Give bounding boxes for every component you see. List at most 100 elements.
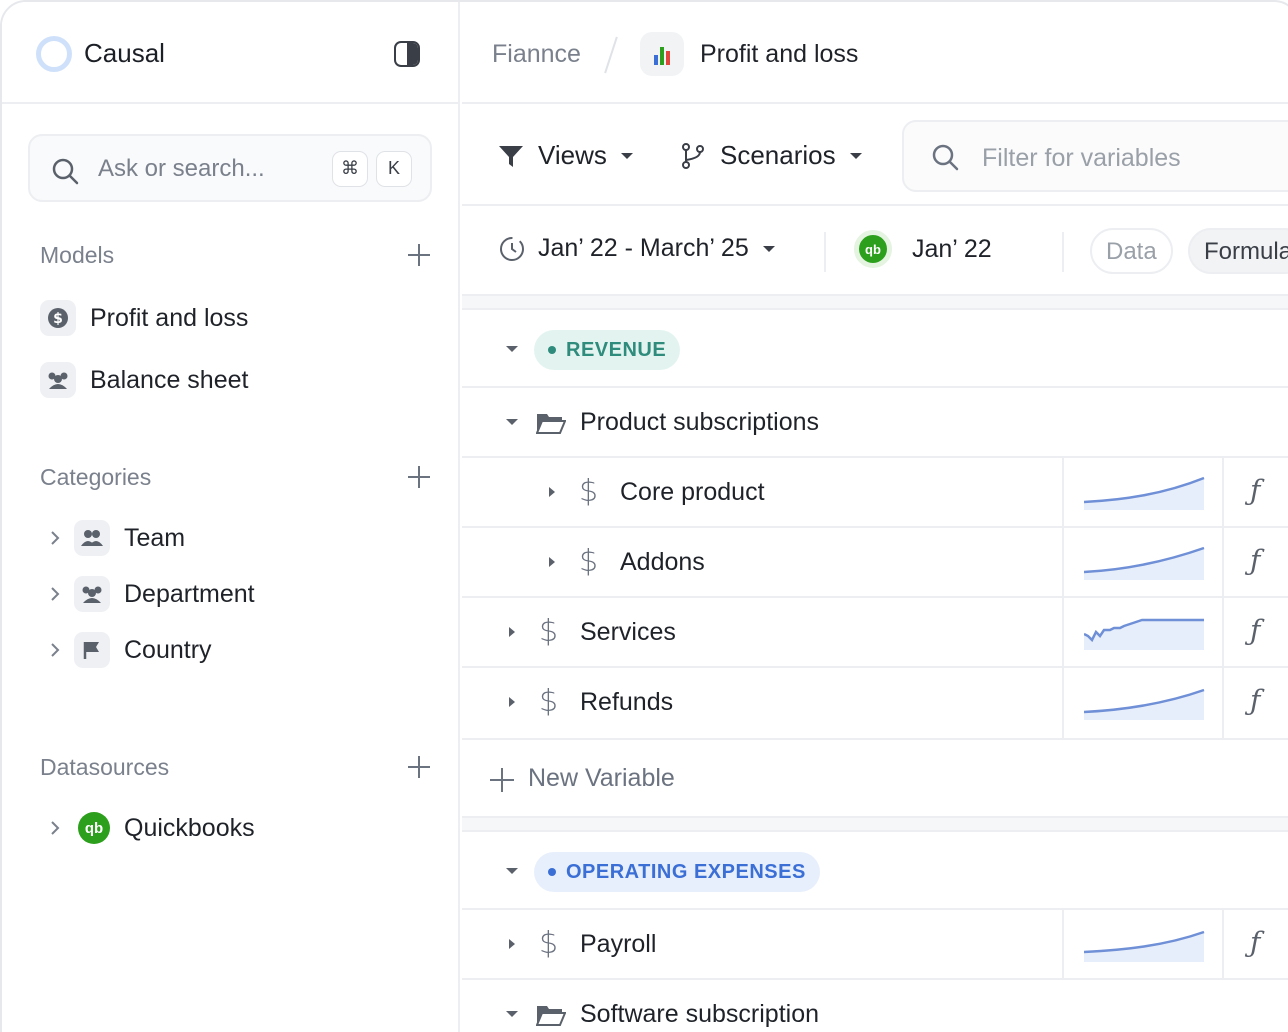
caret-down-icon[interactable] [506, 868, 518, 874]
divider [824, 232, 826, 272]
brand-name: Causal [84, 38, 165, 68]
plus-icon [490, 768, 514, 792]
flag-icon [74, 632, 110, 668]
sidebar-item-profit-and-loss[interactable]: $ Profit and loss [40, 296, 248, 340]
causal-logo-icon [36, 36, 72, 72]
formula-toggle-pill[interactable]: Formula [1188, 228, 1288, 274]
group-row-revenue[interactable]: REVENUE [462, 312, 1288, 388]
sidebar-item-label: Country [124, 635, 212, 664]
variable-row-core-product[interactable]: $ Core product ƒ [462, 458, 1288, 528]
sidebar-item-label: Quickbooks [124, 813, 255, 842]
chevron-right-icon[interactable] [48, 587, 62, 601]
sidebar-item-label: Balance sheet [90, 365, 249, 394]
formula-icon[interactable]: ƒ [1250, 614, 1261, 647]
caret-right-icon[interactable] [509, 627, 515, 637]
row-label: Product subscriptions [580, 408, 820, 436]
chevron-right-icon[interactable] [48, 531, 62, 545]
sidebar-item-country[interactable]: Country [74, 628, 212, 672]
row-label: Core product [620, 478, 765, 506]
variable-row-refunds[interactable]: $ Refunds ƒ [462, 668, 1288, 740]
sparkline-cell [1062, 458, 1224, 526]
clock-history-icon [500, 236, 524, 261]
models-heading: Models [40, 242, 115, 268]
dollar-icon: $ [539, 614, 559, 649]
date-range-picker[interactable]: Jan’ 22 - March’ 25 [498, 234, 775, 263]
row-label: Software subscription [580, 1000, 820, 1028]
brand-header: Causal [2, 2, 458, 104]
sidebar-item-department[interactable]: Department [74, 572, 255, 616]
row-label: Refunds [580, 688, 674, 716]
datasources-heading: Datasources [40, 754, 170, 780]
caret-down-icon[interactable] [506, 419, 518, 425]
dollar-icon: $ [40, 300, 76, 336]
categories-heading: Categories [40, 464, 152, 490]
sidebar-item-label: Profit and loss [90, 303, 249, 332]
caret-down-icon[interactable] [506, 1011, 518, 1017]
caret-right-icon[interactable] [549, 487, 555, 497]
filter-funnel-icon [499, 145, 523, 167]
section-separator [462, 818, 1288, 832]
sparkline-cell [1062, 528, 1224, 596]
sparkline-chart [1084, 546, 1205, 580]
actuals-date[interactable]: qb Jan’ 22 [854, 230, 992, 268]
search-icon [932, 144, 959, 171]
scenarios-button[interactable]: Scenarios [680, 140, 862, 171]
sidebar-item-team[interactable]: Team [74, 516, 185, 560]
add-datasource-icon[interactable] [408, 756, 430, 778]
add-category-icon[interactable] [408, 466, 430, 488]
variable-row-payroll[interactable]: $ Payroll ƒ [462, 910, 1288, 980]
people-icon [40, 362, 76, 398]
operating-expenses-group-badge: OPERATING EXPENSES [534, 852, 820, 892]
sparkline-cell [1062, 598, 1224, 666]
sparkline-chart [1084, 688, 1205, 720]
dollar-icon: $ [579, 544, 599, 579]
actuals-date-label: Jan’ 22 [912, 234, 992, 263]
caret-right-icon[interactable] [549, 557, 555, 567]
caret-down-icon [849, 152, 862, 159]
page-title: Profit and loss [700, 40, 859, 68]
variable-row-addons[interactable]: $ Addons ƒ [462, 528, 1288, 598]
search-box[interactable]: Ask or search... ⌘ K [28, 134, 432, 202]
group-row-operating-expenses[interactable]: OPERATING EXPENSES [462, 834, 1288, 910]
date-range-label: Jan’ 22 - March’ 25 [538, 234, 749, 262]
formula-icon[interactable]: ƒ [1250, 474, 1261, 507]
caret-right-icon[interactable] [509, 697, 515, 707]
formula-icon[interactable]: ƒ [1250, 684, 1261, 717]
formula-icon[interactable]: ƒ [1250, 926, 1261, 959]
dollar-icon: $ [579, 474, 599, 509]
filter-variables-input[interactable]: Filter for variables [902, 120, 1288, 192]
breadcrumb-parent[interactable]: Fiannce [492, 40, 581, 68]
bar-chart-icon [640, 32, 684, 76]
breadcrumb-separator [604, 36, 618, 74]
formula-icon[interactable]: ƒ [1250, 544, 1261, 577]
dollar-icon: $ [539, 684, 559, 719]
new-variable-label: New Variable [528, 764, 675, 792]
new-variable-button[interactable]: New Variable [462, 740, 1288, 818]
folder-row-product-subscriptions[interactable]: Product subscriptions [462, 388, 1288, 458]
sidebar-toggle-icon[interactable] [394, 41, 420, 67]
chevron-right-icon[interactable] [48, 821, 62, 835]
caret-right-icon[interactable] [509, 939, 515, 949]
data-toggle-pill[interactable]: Data [1090, 228, 1173, 274]
department-icon [74, 576, 110, 612]
views-button[interactable]: Views [498, 140, 633, 171]
sidebar-item-quickbooks[interactable]: qb Quickbooks [78, 806, 255, 850]
svg-text:$: $ [53, 311, 63, 327]
variable-row-services[interactable]: $ Services ƒ [462, 598, 1288, 668]
row-label: Payroll [580, 930, 657, 958]
search-placeholder: Ask or search... [98, 155, 265, 182]
row-label: Addons [620, 548, 705, 576]
scenarios-label: Scenarios [720, 140, 836, 170]
sparkline-chart [1084, 476, 1205, 510]
search-icon [52, 158, 79, 185]
chevron-right-icon[interactable] [48, 643, 62, 657]
sidebar-item-balance-sheet[interactable]: Balance sheet [40, 358, 248, 402]
filter-placeholder: Filter for variables [982, 144, 1181, 172]
add-model-icon[interactable] [408, 244, 430, 266]
section-separator [462, 296, 1288, 310]
sparkline-chart [1084, 930, 1205, 962]
sparkline-cell [1062, 910, 1224, 978]
folder-row-software-subscription[interactable]: Software subscription [462, 980, 1288, 1032]
caret-down-icon[interactable] [506, 346, 518, 352]
